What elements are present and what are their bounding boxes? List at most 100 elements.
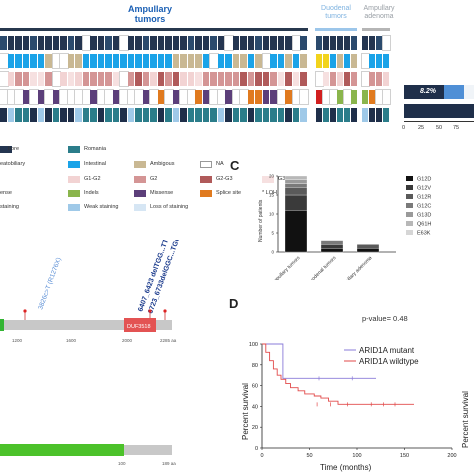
oncoprint-cell	[291, 89, 301, 105]
oncoprint-cell	[14, 89, 24, 105]
oncoprint-cell	[202, 90, 210, 104]
oncoprint-cell	[97, 54, 105, 68]
oncoprint-cell	[255, 72, 263, 86]
oncoprint-cell	[105, 54, 113, 68]
oncoprint-cell	[225, 108, 233, 122]
oncoprint-cell	[6, 89, 16, 105]
oncoprint-cell	[67, 72, 75, 86]
chart-c-legend-label: E63K	[417, 231, 431, 237]
oncoprint-cell	[60, 72, 68, 86]
survival-xtick-label: 100	[352, 453, 361, 459]
oncoprint-cell	[240, 108, 248, 122]
oncoprint-cell	[351, 54, 358, 68]
oncoprint-cell	[150, 108, 158, 122]
oncoprint-cell	[216, 89, 226, 105]
survival-xtick-label: 200	[447, 453, 456, 459]
oncoprint-cell	[150, 54, 158, 68]
oncoprint-cell	[97, 36, 105, 50]
chart-c-bar-segment	[356, 248, 380, 253]
oncoprint-cell	[202, 72, 210, 86]
oncoprint-cell	[179, 89, 189, 105]
oncoprint-cell	[22, 36, 30, 50]
chart-c-ytick-label: 15	[269, 193, 275, 198]
oncoprint-cell	[59, 53, 69, 69]
oncoprint-cell	[337, 108, 344, 122]
oncoprint-cell	[299, 89, 309, 105]
oncoprint-cell	[75, 54, 83, 68]
oncoprint-cell	[300, 54, 308, 68]
oncoprint-cell	[285, 72, 293, 86]
oncoprint-cell	[292, 72, 300, 86]
protein-tick-2000: 2000	[122, 338, 133, 343]
oncoprint-cell	[323, 36, 330, 50]
oncoprint-cell	[164, 89, 174, 105]
oncoprint-cell	[0, 36, 8, 50]
oncoprint-cell	[382, 35, 391, 51]
oncoprint-cell	[330, 36, 337, 50]
oncoprint-cell	[96, 89, 106, 105]
oncoprint-cell	[135, 108, 143, 122]
chart-c-legend-swatch	[406, 230, 413, 235]
oncoprint-cell	[126, 89, 136, 105]
chart-c-ylabel: Number of patients	[258, 199, 264, 242]
legend-label-g2g3: G2-G3	[216, 176, 233, 182]
oncoprint-cell	[240, 72, 248, 86]
oncoprint-cell	[142, 72, 150, 86]
oncoprint-cell	[142, 54, 150, 68]
oncoprint-cell	[217, 36, 225, 50]
chart-c-ytick-label: 0	[271, 250, 274, 255]
oncoprint-cell	[195, 36, 203, 50]
oncoprint-cell	[180, 54, 188, 68]
panel-c-label: C	[230, 158, 240, 173]
oncoprint-cell	[351, 72, 358, 86]
panel-d-pvalue: p-value= 0.48	[362, 314, 408, 323]
oncoprint-cell	[22, 108, 30, 122]
oncoprint-cell	[112, 36, 120, 50]
chart-c-legend-swatch	[406, 203, 413, 208]
legend-label-g3: G3	[278, 176, 286, 182]
oncoprint-cell	[276, 89, 286, 105]
oncoprint-cell	[225, 54, 233, 68]
oncoprint-cell	[45, 54, 53, 68]
oncoprint-cell	[172, 54, 180, 68]
oncoprint-cell	[165, 54, 173, 68]
oncoprint-cell	[37, 72, 45, 86]
chart-c-bar-segment	[320, 240, 344, 245]
legend-label-nonsense: ense	[0, 190, 12, 196]
frequency-axis	[404, 121, 474, 122]
survival-curve-wildtype	[262, 343, 414, 405]
oncoprint-cell	[120, 108, 128, 122]
oncoprint-cell	[82, 72, 90, 86]
oncoprint-cell	[120, 54, 128, 68]
oncoprint-cell	[270, 54, 278, 68]
oncoprint-cell	[187, 36, 195, 50]
oncoprint-cell	[74, 89, 84, 105]
chart-c-ytick-label: 20	[269, 174, 275, 179]
oncoprint-cell	[225, 90, 233, 104]
oncoprint-cell	[376, 54, 383, 68]
legend-swatch-g2g3	[200, 176, 212, 183]
right-panel-ylabel: Percent survival	[461, 391, 470, 448]
oncoprint-cell	[247, 72, 255, 86]
legend-swatch-indels	[68, 190, 80, 197]
frequency-axis-tick-75: 75	[453, 125, 460, 131]
oncoprint-cell	[97, 108, 105, 122]
frequency-axis-tick-0: 0	[402, 125, 406, 131]
survival-ytick-label: 0	[255, 446, 258, 452]
oncoprint-cell	[195, 54, 203, 68]
mutation-label-r1276x: 3826c>T (R1276X)	[37, 257, 62, 311]
oncoprint-cell	[15, 36, 23, 50]
oncoprint-cell	[240, 36, 248, 50]
survival-legend-mutant: ARID1A mutant	[359, 346, 415, 355]
chart-c-bar-segment	[284, 183, 308, 188]
oncoprint-cell	[172, 72, 180, 86]
chart-c-category-label: Duodenal tumors	[306, 255, 338, 280]
oncoprint-cell	[202, 108, 210, 122]
survival-ytick-label: 80	[252, 363, 258, 369]
legend-label-intestinal: Intestinal	[84, 161, 107, 167]
survival-ytick-label: 40	[252, 404, 258, 410]
legend-label-bore: bore	[8, 146, 20, 152]
oncoprint-cell	[37, 90, 45, 104]
legend-label-loh: * LOH	[262, 190, 277, 196]
oncoprint-cell	[323, 108, 330, 122]
